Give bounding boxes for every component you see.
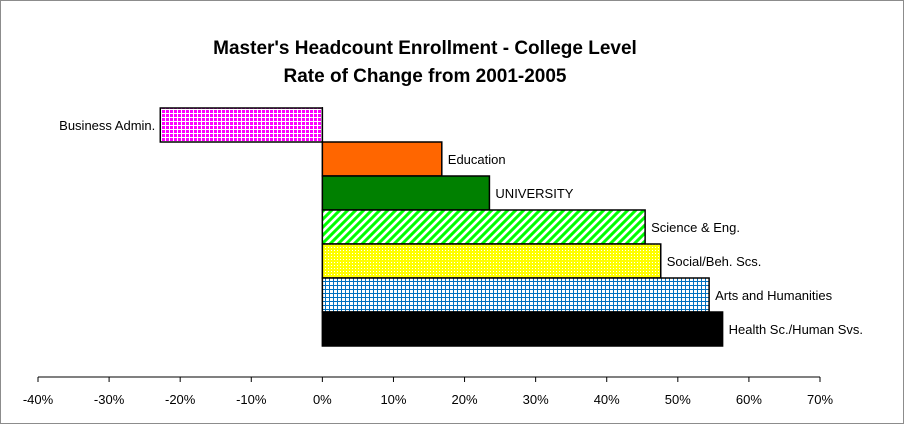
x-tick-label: 40% xyxy=(594,392,620,407)
x-tick-label: 10% xyxy=(380,392,406,407)
bar-university xyxy=(321,175,491,211)
bar-label: Health Sc./Human Svs. xyxy=(729,322,863,337)
bar-label: Business Admin. xyxy=(59,118,155,133)
x-tick-label: 60% xyxy=(736,392,762,407)
bar-arts-and-humanities xyxy=(321,277,710,313)
bar-education xyxy=(321,141,443,177)
bar-label: Science & Eng. xyxy=(651,220,740,235)
bar-social-beh-scs xyxy=(321,243,662,279)
bar-label: Education xyxy=(448,152,506,167)
x-tick-label: 70% xyxy=(807,392,833,407)
x-tick-label: -20% xyxy=(165,392,196,407)
bars: Business Admin. Education UNIVERSITY Scienc… xyxy=(59,107,863,347)
x-tick-label: 50% xyxy=(665,392,691,407)
bar-health-sc-human-svs xyxy=(321,311,724,347)
bar-business-admin xyxy=(159,107,324,143)
x-tick-label: 30% xyxy=(523,392,549,407)
x-tick-label: 20% xyxy=(452,392,478,407)
chart-subtitle: Rate of Change from 2001-2005 xyxy=(284,66,567,87)
x-tick-label: -10% xyxy=(236,392,267,407)
bar-label: UNIVERSITY xyxy=(495,186,573,201)
bar-label: Social/Beh. Scs. xyxy=(667,254,762,269)
x-axis: -40% -30% -20% -10% 0% 10% 20% 30% 40% 50% 60% 70% xyxy=(23,376,833,407)
x-tick-label: 0% xyxy=(313,392,332,407)
chart-title: Master's Headcount Enrollment - College … xyxy=(213,38,637,59)
bar-label: Arts and Humanities xyxy=(715,288,833,303)
x-tick-label: -30% xyxy=(94,392,125,407)
x-tick-label: -40% xyxy=(23,392,54,407)
bar-science-eng xyxy=(321,209,646,245)
